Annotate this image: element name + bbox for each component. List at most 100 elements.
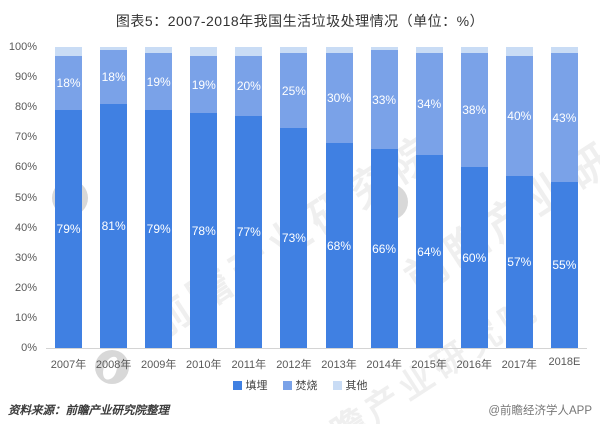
legend-swatch-icon (282, 380, 292, 390)
segment-label: 18% (56, 76, 81, 91)
legend: 填埋 焚烧 其他 (0, 377, 600, 393)
bar-slot: 81% 18% (91, 47, 136, 348)
bar-slot: 79% 18% (46, 47, 91, 348)
stacked-bar-2012年: 73% 25% (280, 47, 308, 348)
segment-label: 30% (326, 91, 352, 106)
segment-填埋: 57% (505, 176, 533, 348)
segment-填埋: 81% (100, 104, 128, 348)
bar-slot: 57% 40% (497, 47, 542, 348)
stacked-bar-2010年: 78% 19% (190, 47, 218, 348)
y-tick-label: 100% (8, 41, 37, 53)
chart-title: 图表5：2007-2018年我国生活垃圾处理情况（单位：%） (115, 13, 485, 29)
footer: 资料来源：前瞻产业研究院整理 @前瞻经济学人APP (0, 402, 600, 418)
segment-填埋: 64% (415, 155, 443, 348)
segment-label: 33% (372, 92, 397, 107)
x-tick-label: 2015年 (411, 359, 447, 371)
stacked-bar-2018E: 55% 43% (550, 47, 578, 348)
segment-label: 20% (236, 79, 261, 94)
x-tick-label: 2008年 (95, 359, 132, 371)
bar-slot: 66% 33% (362, 47, 407, 348)
segment-label: 18% (101, 70, 126, 85)
x-tick-label: 2017年 (501, 359, 538, 371)
stacked-bar-2011年: 77% 20% (235, 47, 263, 348)
segment-label: 25% (281, 83, 306, 98)
segment-焚烧: 34% (415, 53, 443, 156)
segment-其他 (460, 47, 488, 54)
x-tick-label: 2009年 (140, 359, 177, 371)
x-tick-label: 2018E (548, 356, 581, 368)
legend-label: 填埋 (245, 380, 268, 392)
segment-填埋: 73% (280, 128, 308, 348)
segment-label: 81% (101, 219, 126, 234)
segment-填埋: 68% (325, 143, 353, 348)
segment-其他 (145, 47, 173, 54)
legend-swatch-icon (332, 380, 342, 390)
segment-填埋: 60% (460, 167, 488, 348)
segment-label: 73% (281, 231, 306, 246)
segment-label: 66% (372, 241, 397, 256)
segment-其他 (280, 47, 308, 54)
segment-label: 43% (552, 110, 577, 125)
segment-焚烧: 20% (235, 56, 263, 117)
segment-其他 (550, 47, 578, 54)
segment-填埋: 79% (55, 110, 83, 348)
y-tick-label: 70% (14, 131, 37, 144)
segment-焚烧: 38% (460, 53, 488, 168)
x-tick-label: 2016年 (456, 359, 492, 371)
segment-填埋: 78% (190, 113, 218, 348)
source-note: 资料来源：前瞻产业研究院整理 (8, 405, 169, 417)
segment-填埋: 55% (550, 182, 578, 348)
x-axis: 2007年 2008年 2009年 2010年 2011年 2012年 2013年 2014年… (46, 349, 587, 372)
x-tick-label: 2011年 (231, 359, 267, 371)
stacked-bar-2014年: 66% 33% (370, 47, 398, 348)
segment-label: 78% (191, 223, 216, 238)
segment-label: 68% (326, 238, 352, 253)
y-axis: 0% 10% 20% 30% 40% 50% 60% 70% 80% 90% 100% (0, 41, 42, 354)
segment-其他 (505, 47, 533, 57)
y-tick-label: 10% (14, 311, 37, 324)
x-tick-label: 2012年 (276, 359, 312, 371)
plot-area: 79% 18% 81% 18% 79% 19% 78% 19% 77% 20% 73% 25% 68% 3… (46, 47, 587, 349)
y-tick-label: 50% (14, 191, 37, 204)
segment-焚烧: 40% (505, 56, 533, 177)
y-tick-label: 0% (21, 342, 37, 354)
segment-label: 40% (507, 109, 532, 124)
segment-label: 79% (56, 222, 81, 237)
stacked-bar-2007年: 79% 18% (55, 47, 83, 348)
bar-slot: 60% 38% (452, 47, 497, 348)
bar-slot: 78% 19% (181, 47, 226, 348)
x-tick-label: 2013年 (321, 359, 357, 371)
segment-其他 (325, 47, 353, 54)
legend-swatch-icon (232, 380, 242, 390)
segment-焚烧: 25% (280, 53, 308, 129)
y-tick-label: 80% (14, 101, 37, 114)
segment-焚烧: 18% (55, 56, 83, 111)
y-tick-label: 40% (14, 221, 37, 234)
x-tick-label: 2010年 (186, 359, 222, 371)
segment-其他 (235, 47, 263, 57)
watermark-credit: @前瞻经济学人APP (488, 405, 592, 417)
bar-slot: 77% 20% (226, 47, 271, 348)
segment-label: 60% (462, 250, 487, 265)
stacked-bar-2008年: 81% 18% (100, 47, 128, 348)
x-tick-label: 2007年 (50, 359, 87, 371)
segment-label: 77% (236, 225, 261, 240)
stacked-bar-2015年: 64% 34% (415, 47, 443, 348)
segment-label: 79% (146, 222, 171, 237)
y-tick-label: 30% (14, 251, 37, 264)
legend-item-焚烧: 焚烧 (282, 377, 318, 393)
bar-slot: 64% 34% (407, 47, 452, 348)
segment-label: 38% (462, 103, 487, 118)
bar-slot: 68% 30% (316, 47, 361, 348)
segment-焚烧: 18% (100, 50, 128, 105)
segment-其他 (55, 47, 83, 57)
legend-item-填埋: 填埋 (232, 377, 268, 393)
segment-label: 57% (507, 255, 532, 270)
segment-其他 (100, 47, 128, 51)
segment-其他 (370, 47, 398, 51)
legend-label: 焚烧 (295, 380, 318, 392)
segment-label: 55% (552, 258, 577, 273)
segment-label: 64% (417, 244, 442, 259)
segment-填埋: 77% (235, 116, 263, 348)
